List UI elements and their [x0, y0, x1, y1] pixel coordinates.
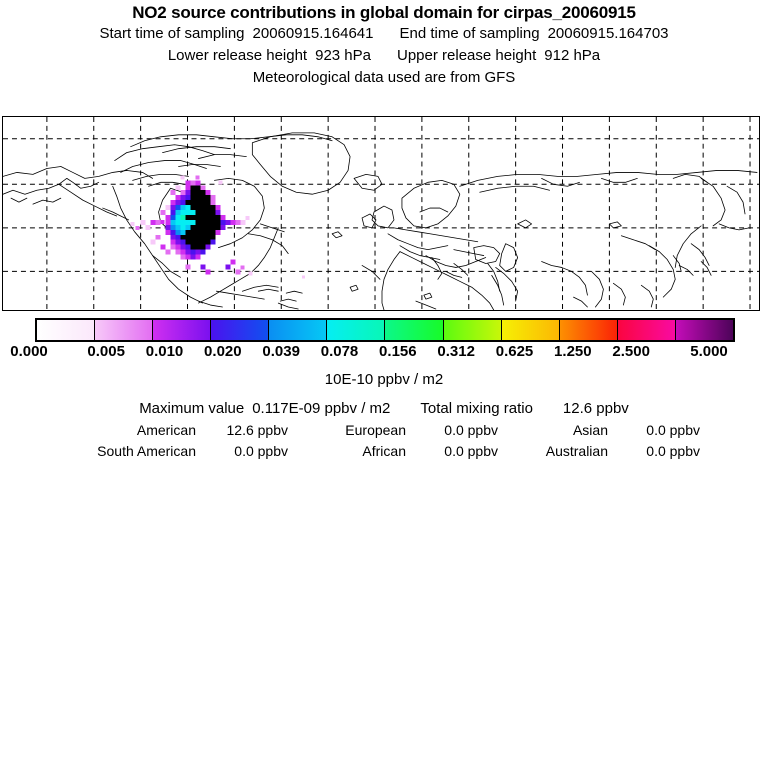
colorbar-segment-7	[442, 320, 501, 340]
colorbar-tick-3: 0.020	[204, 343, 242, 360]
met-data-label: Meteorological data used are from GFS	[252, 69, 516, 86]
region-value-australian: 0.0 ppbv	[646, 443, 700, 459]
maximum-value-label: Maximum value	[139, 400, 245, 417]
end-time-value: 20060915.164703	[547, 25, 669, 42]
region-label-australian: Australian	[545, 443, 608, 459]
upper-height-label: Upper release height	[397, 47, 537, 64]
colorbar-gradient	[35, 318, 735, 342]
colorbar-tick-10: 2.500	[612, 343, 650, 360]
statistics-block: Maximum value 0.117E-09 ppbv / m2 Total …	[0, 398, 768, 462]
region-label-south-american: South American	[97, 443, 196, 459]
colorbar-tick-9: 1.250	[554, 343, 592, 360]
colorbar-tick-8: 0.625	[495, 343, 534, 360]
lower-height-label: Lower release height	[167, 47, 308, 64]
page-title: NO2 source contributions in global domai…	[132, 3, 636, 22]
colorbar-segment-9	[558, 320, 617, 340]
maximum-value: 0.117E-09 ppbv / m2	[252, 400, 391, 417]
colorbar-tick-5: 0.078	[320, 343, 359, 360]
colorbar-tick-1: 0.005	[87, 343, 125, 360]
colorbar-segment-5	[326, 320, 385, 340]
region-value-european: 0.0 ppbv	[444, 422, 498, 438]
colorbar-tick-6: 0.156	[379, 343, 417, 360]
met-data-row: Meteorological data used are from GFS	[0, 67, 768, 89]
end-time-label: End time of sampling	[399, 25, 540, 42]
region-label-american: American	[136, 422, 196, 438]
colorbar-segment-11	[674, 320, 733, 340]
total-mixing-ratio-value: 12.6 ppbv	[562, 400, 629, 417]
colorbar: 0.000 0.005 0.010 0.020 0.039 0.078 0.156 0.312…	[10, 318, 735, 360]
colorbar-tick-labels: 0.000 0.005 0.010 0.020 0.039 0.078 0.156 0.312…	[0, 343, 768, 363]
concentration-plume	[130, 175, 306, 279]
colorbar-segment-2	[152, 320, 211, 340]
colorbar-tick-2: 0.010	[145, 343, 184, 360]
region-row-2: South American 0.0 ppbv African 0.0 ppbv…	[0, 441, 768, 462]
region-label-african: African	[362, 443, 406, 459]
colorbar-tick-4: 0.039	[262, 343, 300, 360]
colorbar-segment-6	[384, 320, 443, 340]
colorbar-segment-4	[268, 320, 327, 340]
colorbar-tick-0: 0.000	[10, 343, 48, 360]
region-value-asian: 0.0 ppbv	[646, 422, 700, 438]
region-value-american: 12.6 ppbv	[226, 422, 289, 438]
map-gridlines	[3, 117, 759, 310]
start-time-label: Start time of sampling	[99, 25, 245, 42]
world-map	[2, 116, 760, 311]
start-time-value: 20060915.164641	[252, 25, 374, 42]
region-row-1: American 12.6 ppbv European 0.0 ppbv Asi…	[0, 420, 768, 441]
colorbar-segment-3	[210, 320, 269, 340]
colorbar-segment-10	[616, 320, 675, 340]
upper-height-value: 912 hPa	[544, 47, 601, 64]
region-label-asian: Asian	[572, 422, 608, 438]
colorbar-tick-11: 5.000	[690, 343, 728, 360]
colorbar-unit-label: 10E-10 ppbv / m2	[324, 371, 444, 388]
header-block: NO2 source contributions in global domai…	[0, 0, 768, 89]
colorbar-segment-8	[500, 320, 559, 340]
region-value-african: 0.0 ppbv	[444, 443, 498, 459]
sampling-time-row: Start time of sampling 20060915.164641 E…	[0, 23, 768, 45]
lower-height-value: 923 hPa	[315, 47, 371, 64]
colorbar-segment-0	[37, 320, 95, 340]
colorbar-segment-1	[94, 320, 153, 340]
summary-row: Maximum value 0.117E-09 ppbv / m2 Total …	[0, 398, 768, 420]
region-label-european: European	[345, 422, 406, 438]
colorbar-tick-7: 0.312	[437, 343, 475, 360]
total-mixing-ratio-label: Total mixing ratio	[420, 400, 533, 417]
release-height-row: Lower release height 923 hPa Upper relea…	[0, 45, 768, 67]
region-value-south-american: 0.0 ppbv	[234, 443, 288, 459]
